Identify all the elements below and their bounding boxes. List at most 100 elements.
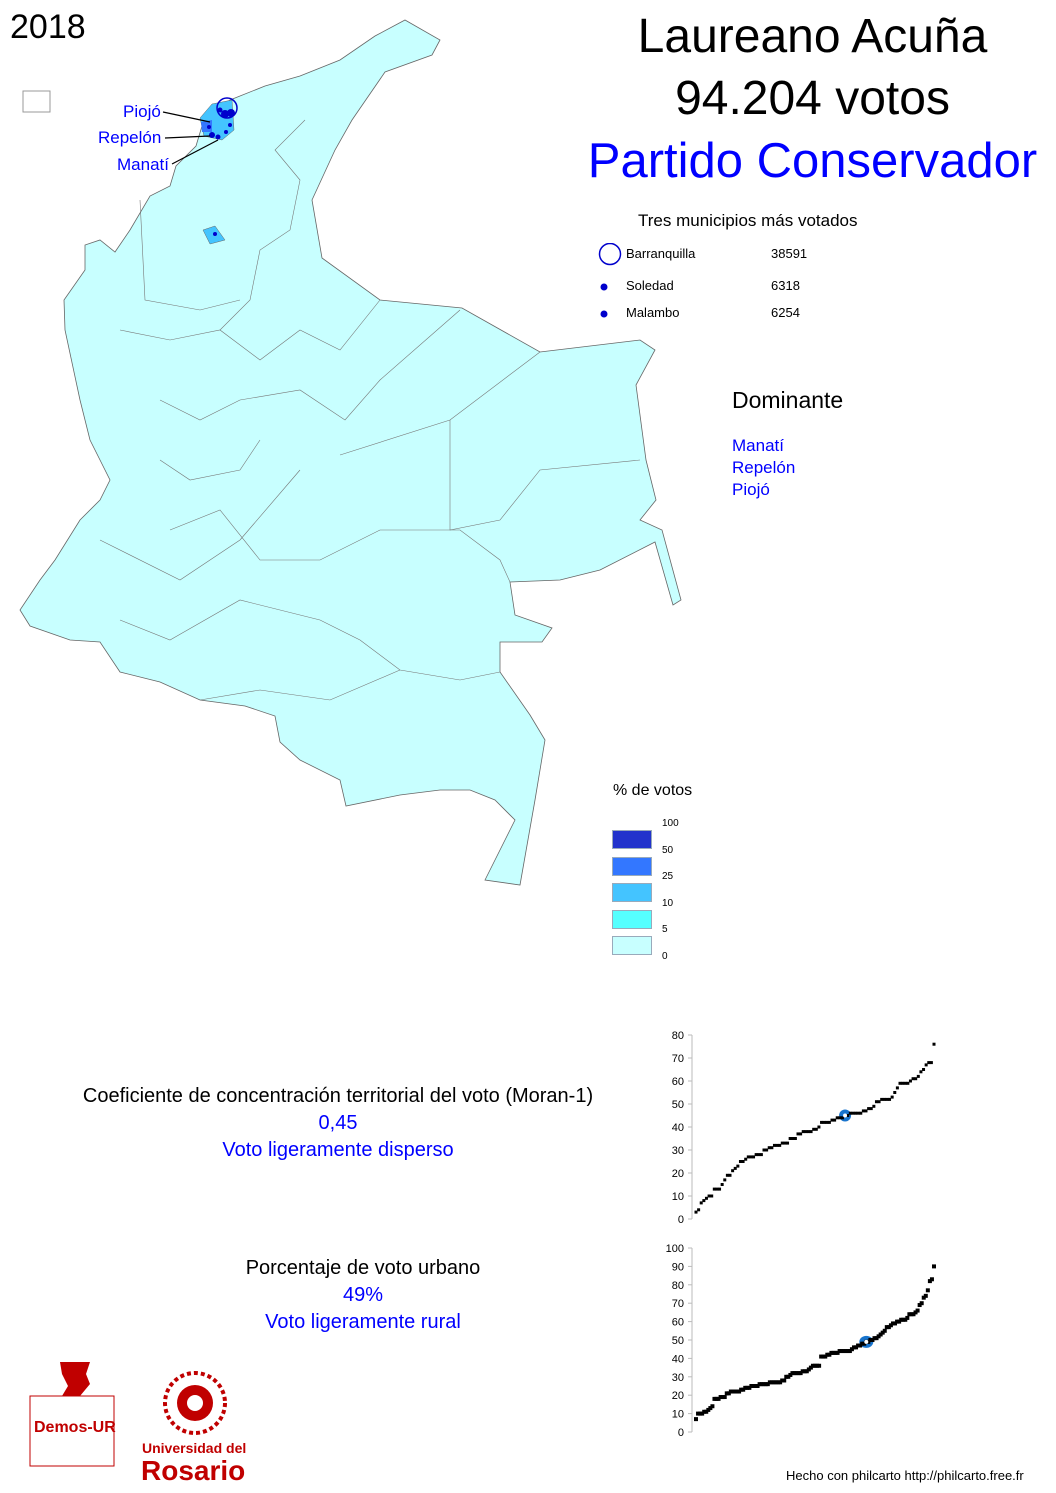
municipality-name: Malambo — [626, 305, 680, 320]
data-point — [843, 1349, 848, 1354]
data-point — [841, 1349, 846, 1354]
data-point — [872, 1104, 876, 1108]
data-point — [800, 1369, 805, 1374]
data-point — [783, 1141, 787, 1145]
urban-description: Voto ligeramente rural — [265, 1311, 461, 1333]
data-point — [770, 1146, 774, 1150]
data-point — [747, 1385, 752, 1390]
data-point — [921, 1295, 926, 1300]
data-point — [846, 1114, 850, 1117]
data-point — [886, 1325, 891, 1330]
data-point — [833, 1350, 838, 1355]
data-point — [913, 1310, 918, 1315]
legend-label: 50 — [662, 845, 674, 856]
data-point — [927, 1279, 932, 1284]
data-point — [749, 1155, 753, 1159]
data-point — [860, 1341, 865, 1346]
y-tick-label: 30 — [672, 1372, 684, 1384]
moran-description: Voto ligeramente disperso — [222, 1139, 454, 1161]
data-point — [864, 1109, 868, 1113]
y-tick-label: 50 — [672, 1335, 684, 1347]
data-point — [745, 1385, 750, 1390]
data-point — [854, 1111, 858, 1115]
data-point — [782, 1378, 787, 1383]
data-point — [720, 1395, 725, 1400]
data-point — [932, 1042, 936, 1046]
y-tick-label: 40 — [672, 1353, 684, 1365]
data-point — [859, 1111, 863, 1115]
data-point — [731, 1169, 735, 1173]
data-point — [856, 1343, 861, 1348]
university-name-line1: Universidad del — [142, 1440, 247, 1456]
data-point — [880, 1097, 884, 1101]
data-point — [788, 1372, 793, 1377]
data-point — [817, 1363, 822, 1368]
y-tick-label: 10 — [672, 1191, 684, 1203]
data-point — [708, 1406, 713, 1411]
data-point — [743, 1385, 748, 1390]
data-point — [833, 1118, 837, 1122]
data-point — [872, 1336, 877, 1341]
data-point — [796, 1132, 800, 1136]
data-point — [806, 1367, 811, 1372]
data-point — [899, 1317, 904, 1322]
data-point — [919, 1301, 924, 1306]
data-point — [774, 1380, 779, 1385]
data-point — [874, 1336, 879, 1341]
top-municipalities-title: Tres municipios más votados — [638, 211, 858, 230]
data-point — [724, 1391, 729, 1396]
data-point — [903, 1317, 908, 1322]
y-tick-label: 50 — [672, 1099, 684, 1111]
data-point — [706, 1407, 711, 1412]
data-point — [710, 1194, 714, 1198]
data-point — [737, 1389, 742, 1394]
data-point — [851, 1111, 855, 1115]
data-point — [722, 1395, 727, 1400]
data-point — [878, 1332, 883, 1337]
dot-icon — [600, 310, 608, 318]
legend-label: 100 — [662, 818, 679, 829]
y-tick-label: 0 — [678, 1214, 684, 1226]
map-label-manati: Manatí — [117, 155, 169, 174]
data-point — [791, 1137, 795, 1140]
data-point — [715, 1187, 719, 1191]
data-point — [821, 1354, 826, 1359]
data-point — [767, 1146, 771, 1150]
data-point — [793, 1137, 797, 1140]
data-point — [862, 1341, 867, 1346]
data-point — [825, 1120, 829, 1124]
map-label-repelon: Repelón — [98, 128, 162, 147]
university-seal-icon — [163, 1371, 227, 1435]
san-andres-inset — [22, 90, 51, 113]
data-point — [893, 1091, 897, 1094]
data-point — [847, 1349, 852, 1354]
map-label-piojo: Piojó — [123, 102, 161, 121]
dominant-item: Repelón — [732, 458, 796, 477]
data-point — [868, 1338, 873, 1342]
data-point — [823, 1354, 828, 1359]
moran-value: 0,45 — [318, 1112, 358, 1134]
legend-swatch — [612, 910, 652, 929]
data-point — [804, 1130, 808, 1134]
data-point — [869, 1107, 873, 1111]
data-point — [714, 1396, 719, 1401]
data-point — [728, 1173, 732, 1177]
barranquilla-symbol — [216, 97, 238, 119]
party-name: Partido Conservador — [587, 134, 1038, 188]
data-point — [893, 1321, 898, 1326]
data-point — [851, 1345, 856, 1350]
data-point — [699, 1201, 703, 1205]
data-point — [914, 1077, 918, 1081]
data-point — [704, 1409, 709, 1414]
data-point — [840, 1116, 844, 1120]
data-point — [728, 1389, 733, 1394]
country-outline — [19, 19, 682, 886]
data-point — [786, 1141, 790, 1145]
data-point — [738, 1160, 742, 1163]
data-point — [849, 1347, 854, 1352]
data-point — [827, 1352, 832, 1357]
year-label: 2018 — [10, 8, 86, 46]
data-point — [788, 1137, 792, 1140]
moran-block: Coeficiente de concentración territorial… — [38, 1083, 638, 1164]
data-point — [825, 1352, 830, 1357]
